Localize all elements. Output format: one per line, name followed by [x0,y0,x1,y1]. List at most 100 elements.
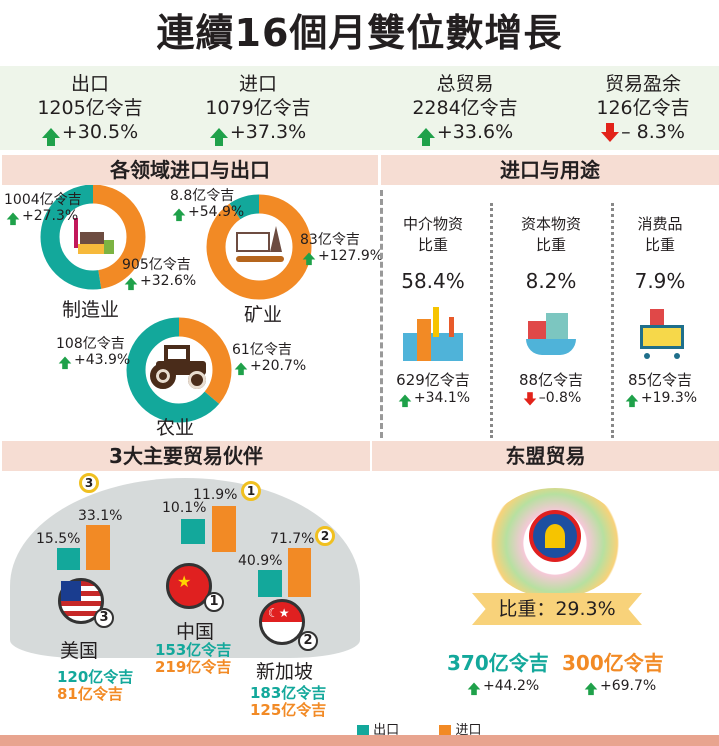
stat-value: 126亿令吉 [596,97,690,119]
column-divider [490,203,493,438]
arrow-up-icon [234,362,248,376]
us-export-value: 120亿令吉 [57,668,134,686]
stat-value: 1079亿令吉 [205,97,311,119]
us-export-pct: 15.5% [36,531,81,547]
arrow-up-icon [467,682,481,696]
asean-emblem [475,478,635,598]
china-export-value: 153亿令吉 [155,641,232,659]
legend-export-label: 出口 [373,723,400,738]
change: +43.9% [74,352,131,368]
value: 629亿令吉 [396,371,470,389]
value: 61亿令吉 [232,342,292,358]
china-import-pct: 11.9% [193,487,238,503]
manufacturing-import: 905亿令吉 +32.6% [122,257,197,291]
change: +127.9% [318,248,384,264]
share: 8.2% [525,269,577,293]
stat-import: 进口 1079亿令吉 +37.3% [178,72,338,146]
change: –0.8% [538,390,582,406]
section-divider [380,190,383,438]
value: 905亿令吉 [122,257,191,273]
rank-pin-icon: 1 [241,481,261,501]
factory-icon [72,218,114,254]
us-import-pct: 33.1% [78,508,123,524]
asean-export-change: +44.2% [483,678,540,694]
page-title: 連續16個月雙位數增長 [156,11,563,55]
value: 85亿令吉 [627,371,693,389]
legend-import-label: 进口 [455,723,482,738]
share: 58.4% [401,269,465,293]
stat-label: 贸易盈余 [604,73,681,95]
shopping-cart-icon [632,303,688,363]
arrow-up-icon [6,212,20,226]
cargo-ship-icon [526,303,576,363]
singapore-export-bar [258,570,282,597]
stat-change: +33.6% [436,121,514,143]
china-export-bar [181,519,205,544]
industry-icon [403,303,463,363]
oil-rig-icon [236,226,284,266]
stat-trade-surplus: 贸易盈余 126亿令吉 – 8.3% [563,72,719,144]
capital-goods: 资本物资比重 8.2% 88亿令吉 –0.8% [496,213,606,406]
us-flag-icon [58,578,104,624]
rank-badge: 3 [94,608,114,628]
label: 比重 [535,236,566,254]
label: 资本物资 [520,215,581,233]
label: 比重 [644,236,675,254]
stat-change: +37.3% [229,121,307,143]
mining-import: 83亿令吉 +127.9% [300,232,384,266]
arrow-up-icon [58,356,72,370]
us-export-bar [57,548,80,570]
value: 88亿令吉 [518,371,584,389]
stat-total-trade: 总贸易 2284亿令吉 +33.6% [385,72,545,146]
share: 7.9% [634,269,686,293]
stat-export: 出口 1205亿令吉 +30.5% [10,72,170,146]
us-import-value: 81亿令吉 [57,685,123,703]
arrow-down-icon [601,122,620,142]
asean-share-banner: 比重：29.3% [472,593,642,625]
arrow-up-icon [172,208,186,222]
stat-value: 2284亿令吉 [412,97,518,119]
singapore-export-value: 183亿令吉 [250,684,327,702]
footer-bar [0,735,719,746]
label: 消费品 [637,215,683,233]
intermediate-goods: 中介物资 比重 58.4% 629亿令吉 +34.1% [378,213,488,408]
asean-heading: 东盟贸易 [372,441,719,471]
singapore-flag-icon: ☾★ [259,599,305,645]
rank-pin-icon: 3 [79,473,99,493]
stat-label: 出口 [70,73,109,95]
singapore-import-bar [288,548,311,597]
arrow-up-icon [302,252,316,266]
china-export-pct: 10.1% [162,500,207,516]
change: +32.6% [140,273,197,289]
asean-import-change: +69.7% [600,678,657,694]
change: +20.7% [250,358,307,374]
sector-donuts [40,185,312,423]
value: 83亿令吉 [300,232,360,248]
stat-value: 1205亿令吉 [37,97,143,119]
legend-import-swatch [439,724,452,737]
asean-export-value: 370亿令吉 [447,651,549,675]
arrow-up-icon [398,394,412,408]
sectors-heading: 各领域进口与出口 [2,155,378,185]
tractor-icon [150,345,210,389]
arrow-down-icon [523,392,537,406]
rank-badge: 2 [298,631,318,651]
value: 108亿令吉 [56,336,125,352]
us-label: 美国 [60,640,99,662]
agriculture-export: 108亿令吉 +43.9% [56,336,131,370]
singapore-import-value: 125亿令吉 [250,701,327,719]
mining-export: 8.8亿令吉 +54.9% [170,188,244,222]
arrow-up-icon [584,682,598,696]
manufacturing-label: 制造业 [62,299,120,321]
china-import-bar [212,506,236,552]
change: +19.3% [640,390,698,406]
rank-badge: 1 [204,592,224,612]
manufacturing-export-slice [40,185,146,290]
label: 比重 [417,236,448,254]
agriculture-export-slice [126,317,232,423]
stat-change: +30.5% [61,121,139,143]
mining-label: 矿业 [244,304,283,326]
value: 8.8亿令吉 [170,188,235,204]
manufacturing-export: 1004亿令吉 +27.3% [4,192,82,226]
legend-export-swatch [357,724,369,737]
